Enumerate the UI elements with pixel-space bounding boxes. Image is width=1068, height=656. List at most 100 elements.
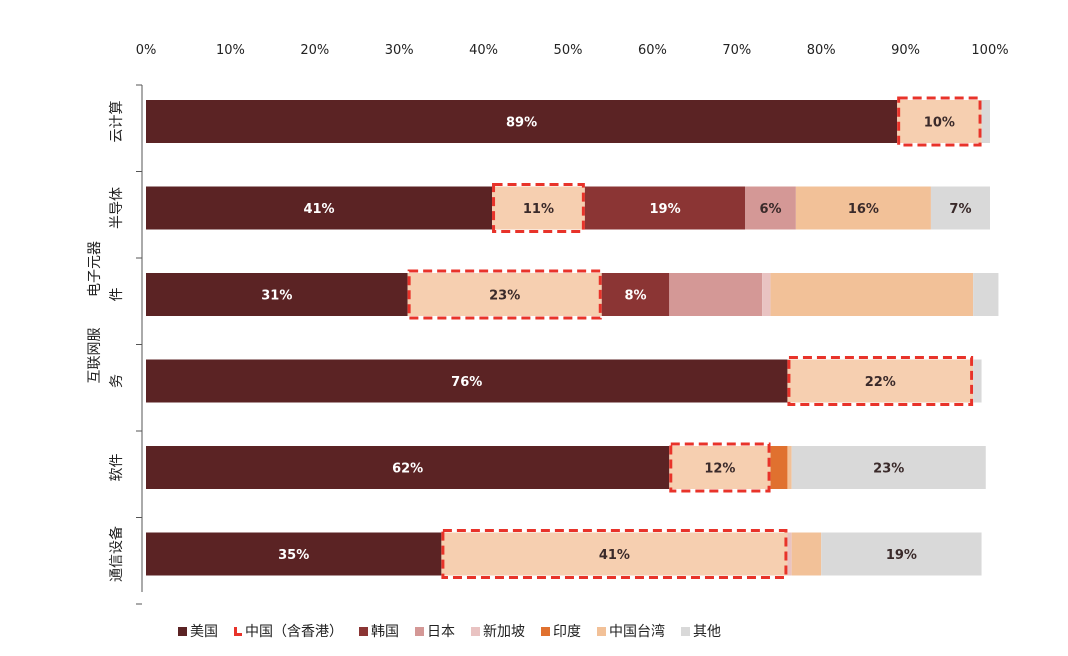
legend-label: 美国 <box>190 624 218 640</box>
legend-label: 中国（含香港） <box>245 624 343 640</box>
legend-swatch <box>359 626 368 636</box>
data-label: 6% <box>760 202 782 217</box>
data-label: 76% <box>451 375 482 390</box>
bar-segment <box>791 532 822 576</box>
data-label: 41% <box>599 548 630 563</box>
bar-segment <box>146 100 898 143</box>
bar-segment <box>669 446 771 489</box>
china-highlight-box <box>492 183 585 233</box>
data-label: 23% <box>489 289 520 304</box>
x-tick-label: 40% <box>469 43 498 58</box>
data-label: 10% <box>924 116 955 131</box>
bar-segment <box>146 446 670 489</box>
x-tick-label: 70% <box>722 43 751 58</box>
china-highlight-box <box>441 529 788 579</box>
bar-segment <box>492 186 585 230</box>
china-highlight-box <box>407 269 602 320</box>
bar-segment <box>407 273 602 316</box>
bar-segment <box>146 359 788 403</box>
legend-item: 中国台湾 <box>597 621 665 641</box>
legend-swatch <box>597 626 606 636</box>
chart-svg: 0% 10% 20% 30% 40% 50% 60% 70% 80% 90% 100% 89% 10% 云… <box>87 43 1009 605</box>
legend-label: 印度 <box>553 624 581 640</box>
legend-swatch <box>178 626 187 636</box>
x-tick-label: 60% <box>638 43 667 58</box>
data-label: 35% <box>278 548 309 563</box>
category-label: 件 <box>109 288 125 302</box>
legend-swatch <box>415 626 424 636</box>
legend-item: 美国 <box>178 621 218 641</box>
data-label: 19% <box>886 548 917 563</box>
category-label: 云计算 <box>109 101 125 143</box>
data-label: 22% <box>865 375 896 390</box>
bar-segment <box>791 446 986 489</box>
chart-legend: 美国 中国（含香港） 韩国 日本 新加坡 印度 中国台湾 其他 <box>178 620 721 642</box>
bar-segment <box>787 532 792 576</box>
bar-segment <box>762 273 771 316</box>
bar-segment <box>973 359 982 403</box>
category-label: 互联网服 <box>87 328 103 384</box>
legend-swatch <box>541 626 550 636</box>
x-tick-label: 50% <box>554 43 583 58</box>
bar-segment <box>897 100 982 143</box>
data-label: 8% <box>624 289 646 304</box>
data-label: 12% <box>704 462 735 477</box>
legend-item: 其他 <box>681 621 721 641</box>
data-label: 41% <box>303 202 334 217</box>
legend-item: 韩国 <box>359 621 399 641</box>
bar-segment <box>146 273 408 316</box>
category-label: 半导体 <box>109 187 125 229</box>
data-label: 16% <box>848 202 879 217</box>
bar-segment <box>601 273 670 316</box>
china-highlight-box <box>897 96 982 147</box>
x-tick-label: 80% <box>807 43 836 58</box>
bar-segment <box>787 446 792 489</box>
legend-label: 日本 <box>427 624 455 640</box>
legend-item: 新加坡 <box>471 621 525 641</box>
category-label: 通信设备 <box>108 526 125 582</box>
legend-swatch <box>471 626 480 636</box>
bar-segment <box>584 186 746 230</box>
x-tick-label: 90% <box>891 43 920 58</box>
bar-segment <box>146 186 493 230</box>
x-tick-label: 0% <box>136 43 157 58</box>
bar-segment <box>795 186 931 230</box>
x-tick-label: 30% <box>385 43 414 58</box>
data-label: 62% <box>392 462 423 477</box>
bar-segment <box>441 532 788 576</box>
data-label: 89% <box>506 116 537 131</box>
bar-segment <box>745 186 796 230</box>
legend-label: 新加坡 <box>483 624 525 640</box>
legend-label: 中国台湾 <box>609 624 665 640</box>
category-label: 务 <box>109 374 125 388</box>
bar-segment <box>821 532 982 576</box>
bar-segment <box>770 446 788 489</box>
category-label: 软件 <box>109 454 125 482</box>
bar-segment <box>146 532 442 576</box>
legend-item: 日本 <box>415 621 455 641</box>
bar-segment <box>981 100 990 143</box>
data-label: 19% <box>649 202 680 217</box>
x-tick-label: 20% <box>300 43 329 58</box>
legend-label: 其他 <box>693 624 721 640</box>
bar-segment <box>930 186 990 230</box>
data-label: 23% <box>873 462 904 477</box>
legend-item: 印度 <box>541 621 581 641</box>
legend-swatch <box>234 626 242 636</box>
x-tick-label: 100% <box>971 43 1008 58</box>
legend-item: 中国（含香港） <box>234 621 343 641</box>
legend-swatch <box>681 626 690 636</box>
bar-segment <box>770 273 974 316</box>
china-highlight-box <box>669 442 771 493</box>
bar-segment <box>973 273 999 316</box>
data-label: 11% <box>523 202 554 217</box>
category-label: 电子元器 <box>87 241 103 297</box>
legend-label: 韩国 <box>371 624 399 640</box>
data-label: 7% <box>949 202 971 217</box>
data-label: 31% <box>261 289 292 304</box>
bar-segment <box>669 273 763 316</box>
x-tick-label: 10% <box>216 43 245 58</box>
bar-segment <box>787 359 974 403</box>
china-highlight-box <box>787 356 974 406</box>
